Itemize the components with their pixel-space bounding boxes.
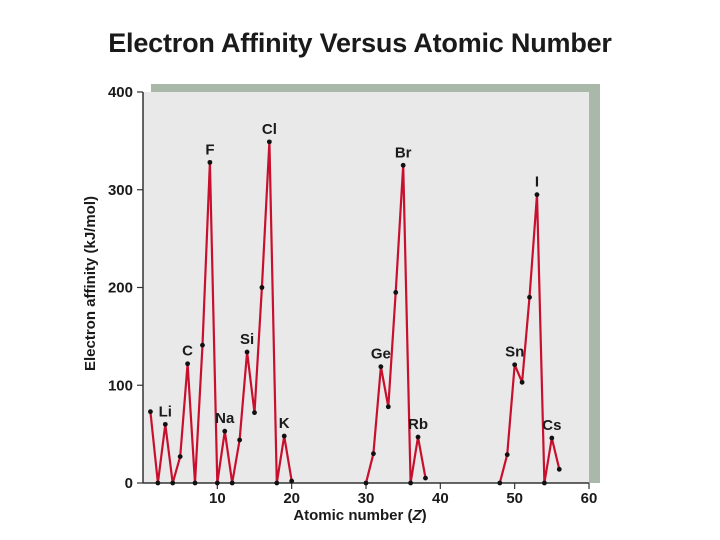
data-point (252, 410, 257, 416)
data-point (177, 454, 183, 460)
y-tick-label: 400 (108, 84, 133, 101)
element-label: Ge (371, 346, 391, 363)
y-tick-label: 100 (108, 377, 133, 394)
data-point (192, 480, 198, 486)
x-axis-title-prefix: Atomic number ( (293, 507, 412, 524)
x-tick-label: 20 (283, 490, 300, 507)
data-point (363, 480, 369, 486)
element-label: Na (215, 410, 235, 427)
data-points (148, 139, 562, 486)
data-point (237, 437, 243, 443)
element-label: Sn (505, 344, 524, 361)
data-point (408, 480, 413, 486)
element-label: K (279, 415, 290, 432)
element-label: C (182, 343, 193, 360)
data-point (497, 480, 503, 486)
data-point (214, 480, 220, 486)
data-point (244, 349, 250, 355)
data-point (504, 452, 510, 458)
data-point (415, 434, 421, 440)
series-line-1 (149, 140, 293, 485)
data-point (259, 285, 265, 290)
element-label: Cs (542, 417, 561, 434)
x-tick-label: 60 (581, 490, 598, 507)
axis-ticks: 0 100 200 300 400 10 20 30 40 50 60 (108, 84, 597, 507)
element-label: Br (395, 144, 412, 161)
element-label: Li (159, 403, 172, 420)
x-tick-label: 50 (506, 490, 523, 507)
x-axis-title-variable: Z (412, 507, 423, 524)
data-point (378, 364, 384, 370)
data-point (527, 294, 532, 300)
element-label: I (535, 174, 539, 191)
x-axis-title: Atomic number (Z) (293, 507, 426, 524)
data-point (556, 466, 562, 472)
y-axis-title: Electron affinity (kJ/mol) (82, 196, 99, 371)
data-point (289, 478, 295, 484)
data-point (185, 361, 191, 367)
data-point (170, 480, 176, 486)
y-tick-label: 300 (108, 182, 133, 199)
data-point (385, 404, 391, 410)
element-label: Rb (408, 416, 428, 433)
element-label: Si (240, 331, 254, 348)
plot-area (143, 92, 589, 483)
x-tick-label: 30 (358, 490, 375, 507)
y-tick-label: 0 (125, 475, 133, 492)
data-point (274, 480, 280, 486)
data-point (519, 379, 525, 385)
data-point (162, 421, 168, 427)
data-point (549, 435, 555, 441)
chart-title: Electron Affinity Versus Atomic Number (108, 28, 612, 58)
plot-frame-shadow-top (151, 84, 600, 93)
data-point (229, 480, 235, 486)
data-point (542, 480, 547, 486)
element-label: F (205, 141, 214, 158)
data-point (266, 139, 272, 145)
data-point (200, 342, 205, 348)
data-point (222, 428, 228, 434)
data-point (207, 159, 213, 165)
data-point (400, 162, 406, 168)
y-tick-label: 200 (108, 280, 133, 297)
element-labels: Li C F Na Si Cl K Ge Br Rb Sn I Cs (159, 121, 562, 434)
x-tick-label: 10 (209, 490, 226, 507)
data-point (371, 451, 376, 457)
data-point (148, 409, 153, 415)
x-axis-title-suffix: ) (422, 507, 427, 524)
data-point (281, 433, 287, 439)
data-point (155, 480, 161, 486)
data-point (512, 362, 518, 368)
data-point (393, 289, 399, 295)
data-point (423, 475, 428, 481)
data-point (534, 192, 540, 198)
element-label: Cl (262, 121, 277, 138)
plot-frame-shadow-right (589, 84, 600, 483)
x-tick-label: 40 (432, 490, 449, 507)
